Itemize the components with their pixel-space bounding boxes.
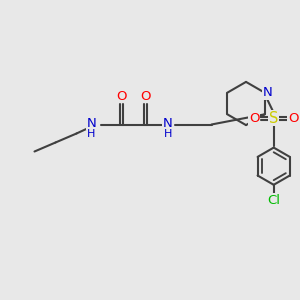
Text: N: N: [163, 116, 173, 130]
Text: N: N: [87, 116, 96, 130]
Text: O: O: [116, 90, 127, 103]
Text: Cl: Cl: [267, 194, 280, 207]
Text: O: O: [288, 112, 298, 125]
Text: H: H: [164, 129, 172, 139]
Text: H: H: [87, 129, 96, 139]
Text: N: N: [263, 86, 273, 99]
Text: S: S: [269, 111, 278, 126]
Text: O: O: [140, 90, 151, 103]
Text: O: O: [249, 112, 260, 125]
